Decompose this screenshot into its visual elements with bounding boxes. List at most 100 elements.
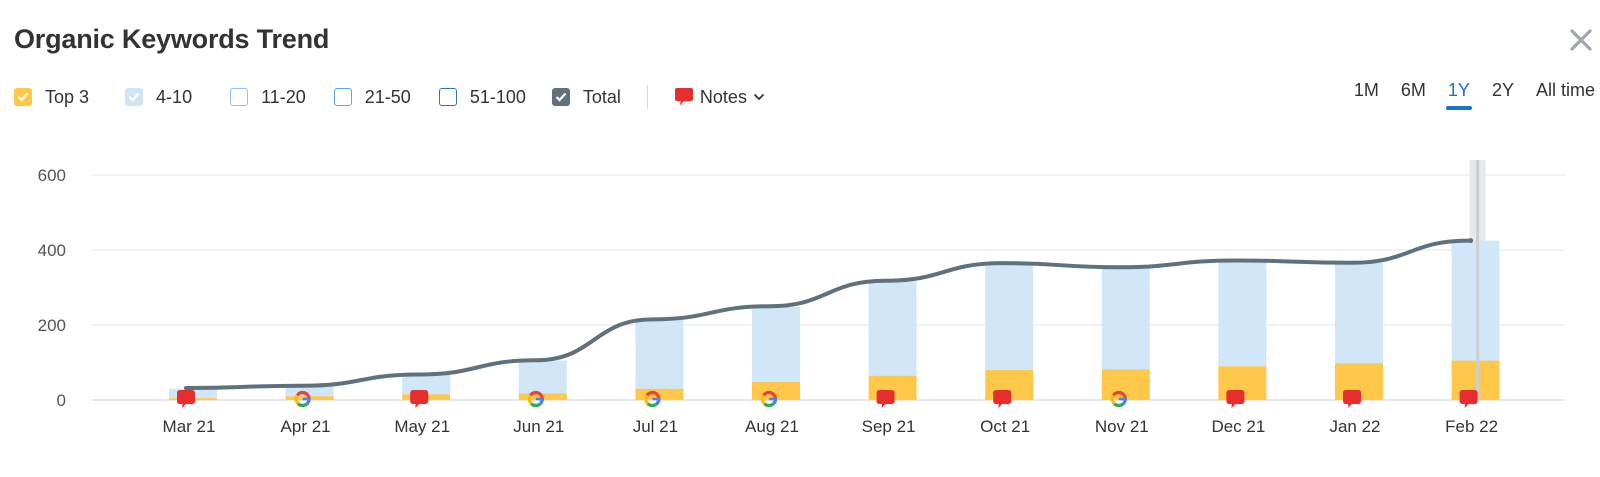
google-green xyxy=(646,402,659,408)
note-marker-shape xyxy=(876,390,895,408)
google-marker-icon xyxy=(527,390,544,408)
checkbox-top3[interactable] xyxy=(14,88,32,106)
google-yellow xyxy=(760,394,766,405)
x-tick-label: Feb 22 xyxy=(1445,417,1498,436)
note-marker-shape xyxy=(177,390,195,408)
close-button[interactable] xyxy=(1566,22,1596,58)
period-1y[interactable]: 1Y xyxy=(1445,80,1472,110)
x-tick-label: Aug 21 xyxy=(745,417,799,436)
google-red-top xyxy=(1112,390,1126,397)
y-tick-label: 400 xyxy=(38,241,66,260)
note-marker-icon xyxy=(410,390,429,408)
legend-top3[interactable]: Top 3 xyxy=(14,87,89,108)
legend-21-50[interactable]: 21-50 xyxy=(333,86,411,108)
google-marker-icon xyxy=(1110,390,1127,408)
x-tick-label: Oct 21 xyxy=(980,417,1030,436)
bar-4-10 xyxy=(1335,262,1383,364)
period-all-time[interactable]: All time xyxy=(1535,80,1595,100)
x-tick-label: Jul 21 xyxy=(633,417,678,436)
bar-4-10 xyxy=(635,318,684,389)
chevron-down-icon xyxy=(753,93,765,101)
period-selector: 1M 6M 1Y 2Y All time xyxy=(1332,80,1595,110)
y-tick-label: 600 xyxy=(38,166,66,185)
checkbox-11-20[interactable] xyxy=(230,88,249,106)
note-marker-icon xyxy=(1343,390,1361,408)
legend-11-20[interactable]: 11-20 xyxy=(230,87,306,108)
legend-label-21-50: 21-50 xyxy=(364,86,411,107)
legend: Top 3 4-10 11-20 21-50 51-100 Total Note… xyxy=(14,84,765,110)
google-red-top xyxy=(529,390,543,397)
legend-51-100[interactable]: 51-100 xyxy=(438,86,526,108)
y-tick-label: 200 xyxy=(38,316,66,335)
notes-label: Notes xyxy=(699,86,747,107)
period-2y[interactable]: 2Y xyxy=(1491,80,1514,100)
note-marker-shape xyxy=(410,390,429,408)
bar-4-10 xyxy=(285,385,334,397)
note-marker-icon xyxy=(177,390,195,408)
checkbox-21-50[interactable] xyxy=(333,88,352,106)
x-tick-label: Jun 21 xyxy=(513,417,564,436)
bar-4-10 xyxy=(985,263,1034,370)
google-blue-arc xyxy=(539,398,544,405)
google-marker-icon xyxy=(294,390,311,408)
legend-label-4-10: 4-10 xyxy=(156,86,193,107)
google-green xyxy=(1113,402,1125,408)
legend-label-top3: Top 3 xyxy=(45,86,90,107)
total-point xyxy=(1468,238,1474,244)
check-icon xyxy=(17,92,29,102)
checkbox-4-10[interactable] xyxy=(125,88,144,106)
google-yellow xyxy=(527,394,533,405)
google-blue-arc xyxy=(655,398,661,405)
legend-label-51-100: 51-100 xyxy=(469,86,526,107)
google-yellow xyxy=(1110,394,1116,405)
x-tick-label: Sep 21 xyxy=(862,417,916,436)
google-blue-arc xyxy=(305,398,311,405)
notes-dropdown[interactable]: Notes xyxy=(674,87,765,108)
y-tick-label: 0 xyxy=(57,391,66,410)
legend-total[interactable]: Total xyxy=(551,86,621,108)
checkbox-51-100[interactable] xyxy=(438,88,457,106)
close-icon xyxy=(1570,29,1592,51)
x-tick-label: Dec 21 xyxy=(1211,417,1265,436)
google-blue-arc xyxy=(772,398,778,405)
bar-top3 xyxy=(1101,369,1150,400)
x-tick-label: Mar 21 xyxy=(163,417,216,436)
google-green xyxy=(296,402,309,408)
legend-4-10[interactable]: 4-10 xyxy=(125,87,192,108)
note-marker-icon xyxy=(993,390,1012,408)
note-marker-icon xyxy=(876,390,895,408)
bar-4-10 xyxy=(752,307,800,382)
checkbox-total[interactable] xyxy=(551,88,570,106)
check-icon xyxy=(555,92,567,102)
google-blue-arc xyxy=(1122,398,1127,405)
legend-divider xyxy=(646,85,648,109)
note-marker-shape xyxy=(1343,390,1361,408)
google-yellow xyxy=(294,394,300,405)
note-icon xyxy=(674,88,693,106)
bar-4-10 xyxy=(402,373,451,395)
google-marker-icon xyxy=(644,390,661,408)
check-icon xyxy=(128,92,140,102)
legend-label-total: Total xyxy=(582,86,621,107)
x-tick-label: May 21 xyxy=(394,417,450,436)
google-yellow xyxy=(644,394,650,405)
google-green xyxy=(763,402,775,408)
period-6m[interactable]: 6M xyxy=(1400,80,1426,100)
google-red-top xyxy=(295,390,309,397)
period-1m[interactable]: 1M xyxy=(1353,80,1379,100)
total-line xyxy=(184,238,1471,390)
bar-4-10 xyxy=(1451,240,1500,361)
google-marker-icon xyxy=(760,390,778,408)
x-tick-label: Nov 21 xyxy=(1095,417,1149,436)
bar-top3 xyxy=(635,388,684,400)
page-title: Organic Keywords Trend xyxy=(14,24,330,54)
legend-label-11-20: 11-20 xyxy=(261,86,306,107)
bar-4-10 xyxy=(518,360,567,394)
note-marker-shape xyxy=(1226,390,1245,408)
bar-4-10 xyxy=(1218,261,1267,367)
google-red-top xyxy=(645,390,659,397)
note-marker-icon xyxy=(1459,390,1478,408)
x-tick-label: Jan 22 xyxy=(1329,417,1380,436)
note-marker-icon xyxy=(1226,390,1245,408)
